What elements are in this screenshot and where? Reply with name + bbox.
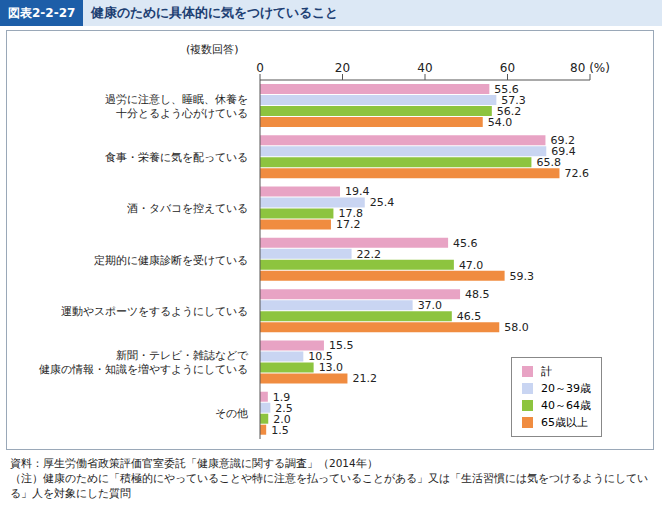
svg-text:55.6: 55.6 — [494, 82, 519, 96]
svg-text:酒・タバコを控えている: 酒・タバコを控えている — [127, 202, 248, 215]
svg-text:58.0: 58.0 — [504, 321, 529, 334]
svg-text:2.0: 2.0 — [273, 412, 291, 426]
svg-text:運動やスポーツをするようにしている: 運動やスポーツをするようにしている — [61, 305, 248, 318]
svg-text:69.2: 69.2 — [550, 134, 575, 148]
svg-text:定期的に健康診断を受けている: 定期的に健康診断を受けている — [94, 254, 248, 267]
svg-text:60: 60 — [500, 61, 515, 75]
svg-text:17.2: 17.2 — [336, 218, 361, 231]
svg-text:59.3: 59.3 — [510, 270, 535, 283]
svg-text:食事・栄養に気を配っている: 食事・栄養に気を配っている — [105, 151, 248, 164]
html-text:(複数回答): (複数回答) — [186, 43, 239, 56]
svg-text:1.5: 1.5 — [271, 424, 289, 437]
svg-text:65.8: 65.8 — [536, 156, 561, 169]
svg-text:56.2: 56.2 — [496, 104, 522, 118]
svg-text:健康の情報・知識を増やすようにしている: 健康の情報・知識を増やすようにしている — [39, 363, 248, 376]
svg-text:21.2: 21.2 — [352, 372, 377, 385]
svg-text:54.0: 54.0 — [488, 116, 513, 129]
svg-text:69.4: 69.4 — [551, 145, 576, 159]
svg-text:46.5: 46.5 — [457, 310, 482, 323]
html-text:健康のために具体的に気をつけていること: 健康のために具体的に気をつけていること — [91, 5, 339, 20]
html-text:40～64歳: 40～64歳 — [541, 399, 591, 412]
html-text:20～39歳: 20～39歳 — [541, 382, 591, 395]
svg-text:48.5: 48.5 — [465, 288, 490, 301]
svg-text:80 (%): 80 (%) — [570, 61, 610, 75]
svg-text:20: 20 — [335, 61, 350, 75]
svg-text:新聞・テレビ・雑誌などで: 新聞・テレビ・雑誌などで — [116, 349, 249, 362]
svg-text:22.2: 22.2 — [357, 248, 382, 261]
html-text:図表2-2-27: 図表2-2-27 — [8, 6, 76, 20]
svg-text:40: 40 — [417, 61, 432, 75]
svg-text:10.5: 10.5 — [308, 350, 333, 364]
svg-text:1.9: 1.9 — [272, 390, 291, 404]
svg-text:15.5: 15.5 — [328, 339, 354, 353]
svg-text:25.4: 25.4 — [370, 196, 395, 209]
svg-text:17.8: 17.8 — [338, 207, 363, 221]
svg-text:十分とるよう心がけている: 十分とるよう心がけている — [116, 107, 248, 120]
svg-text:0: 0 — [256, 61, 264, 75]
svg-text:その他: その他 — [215, 407, 248, 420]
html-text:計: 計 — [541, 365, 552, 378]
html-text:（注）健康のために「積極的にやっていることや特に注意を払って: （注）健康のために「積極的にやっていることや特に注意を払っていることがある」又は… — [10, 472, 648, 499]
svg-text:13.0: 13.0 — [319, 361, 344, 374]
svg-text:45.6: 45.6 — [453, 237, 478, 250]
svg-text:72.6: 72.6 — [564, 167, 589, 180]
svg-text:57.3: 57.3 — [501, 93, 526, 107]
svg-text:37.0: 37.0 — [418, 299, 443, 312]
svg-text:2.5: 2.5 — [275, 401, 293, 415]
svg-text:過労に注意し、睡眠、休養を: 過労に注意し、睡眠、休養を — [105, 93, 248, 106]
svg-text:47.0: 47.0 — [459, 259, 484, 272]
html-text:資料：厚生労働省政策評価官室委託「健康意識に関する調査」（2: 資料：厚生労働省政策評価官室委託「健康意識に関する調査」（2014年） — [10, 457, 378, 469]
html-text:65歳以上: 65歳以上 — [541, 416, 588, 429]
svg-text:19.4: 19.4 — [345, 185, 370, 198]
